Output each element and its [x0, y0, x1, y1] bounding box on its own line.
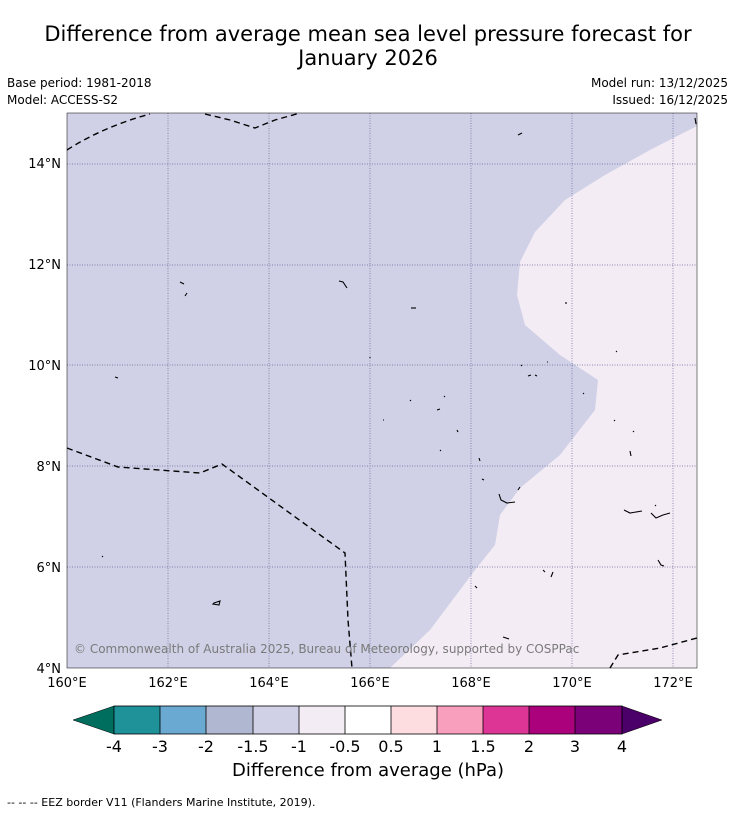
colorbar-tick-labels: -4 -3 -2 -1.5 -1 -0.5 0.5 1 1.5 2 3 4	[106, 737, 627, 756]
colorbar-swatch	[529, 706, 575, 734]
colorbar-swatch	[483, 706, 529, 734]
lon-label-166e: 166°E	[350, 676, 390, 691]
latitude-labels: 14°N 12°N 10°N 8°N 6°N 4°N	[28, 157, 61, 677]
lat-label-12n: 12°N	[28, 258, 61, 273]
colorbar-swatch	[253, 706, 299, 734]
colorbar-tick: -1	[291, 737, 307, 756]
lon-label-160e: 160°E	[47, 676, 87, 691]
neutral-band-area	[390, 113, 697, 668]
colorbar-swatch	[114, 706, 160, 734]
model-run: Model run: 13/12/2025	[590, 76, 728, 90]
colorbar-swatch	[437, 706, 483, 734]
colorbar-tick: -2	[198, 737, 214, 756]
map-frame	[66, 112, 698, 669]
longitude-labels: 160°E 162°E 164°E 166°E 168°E 170°E 172°…	[47, 676, 693, 691]
eez-borders	[66, 112, 698, 669]
lon-label-168e: 168°E	[451, 676, 491, 691]
lat-label-14n: 14°N	[28, 157, 61, 172]
lat-label-4n: 4°N	[37, 662, 62, 677]
lon-label-162e: 162°E	[148, 676, 188, 691]
model-name: Model: ACCESS-S2	[7, 93, 119, 107]
colorbar: -4 -3 -2 -1.5 -1 -0.5 0.5 1 1.5 2 3 4	[72, 705, 663, 756]
colorbar-tick: 1	[432, 737, 442, 756]
forecast-map: 14°N 12°N 10°N 8°N 6°N 4°N 160°E 162°E 1…	[28, 112, 698, 756]
colorbar-tick: 0.5	[378, 737, 403, 756]
colorbar-tick: -0.5	[329, 737, 360, 756]
lat-label-10n: 10°N	[28, 359, 61, 374]
colorbar-swatch	[391, 706, 437, 734]
base-period: Base period: 1981-2018	[7, 76, 152, 90]
lat-label-6n: 6°N	[37, 561, 62, 576]
eez-legend: -- -- -- EEZ border V11 (Flanders Marine…	[7, 796, 316, 809]
colorbar-swatch	[206, 706, 253, 734]
title-line-2: January 2026	[298, 46, 438, 70]
colorbar-arrow-left	[72, 705, 115, 735]
graticule	[67, 113, 697, 668]
lon-label-172e: 172°E	[653, 676, 693, 691]
colorbar-tick: -4	[106, 737, 122, 756]
colorbar-tick: -3	[152, 737, 168, 756]
colorbar-dividers	[159, 706, 576, 734]
colorbar-swatch	[575, 706, 622, 734]
meta-right: Model run: 13/12/2025 Issued: 16/12/2025	[591, 75, 728, 109]
colorbar-tick: 1.5	[470, 737, 495, 756]
colorbar-swatch	[160, 706, 206, 734]
islands	[101, 117, 697, 640]
colorbar-swatch	[345, 706, 391, 734]
issued-date: Issued: 16/12/2025	[612, 93, 728, 107]
meta-left: Base period: 1981-2018 Model: ACCESS-S2	[7, 75, 152, 109]
colorbar-outline	[113, 705, 623, 735]
colorbar-arrow-right	[621, 705, 663, 735]
chart-title: Difference from average mean sea level p…	[0, 22, 736, 70]
colorbar-tick: 2	[524, 737, 534, 756]
lon-label-164e: 164°E	[249, 676, 289, 691]
title-line-1: Difference from average mean sea level p…	[44, 22, 692, 46]
colorbar-title: Difference from average (hPa)	[231, 760, 505, 781]
colorbar-tick: 3	[570, 737, 580, 756]
copyright-text: © Commonwealth of Australia 2025, Bureau…	[74, 642, 579, 656]
colorbar-tick: -1.5	[237, 737, 268, 756]
colorbar-tick: 4	[617, 737, 627, 756]
lat-label-8n: 8°N	[37, 460, 62, 475]
lon-label-170e: 170°E	[552, 676, 592, 691]
colorbar-swatch	[299, 706, 345, 734]
